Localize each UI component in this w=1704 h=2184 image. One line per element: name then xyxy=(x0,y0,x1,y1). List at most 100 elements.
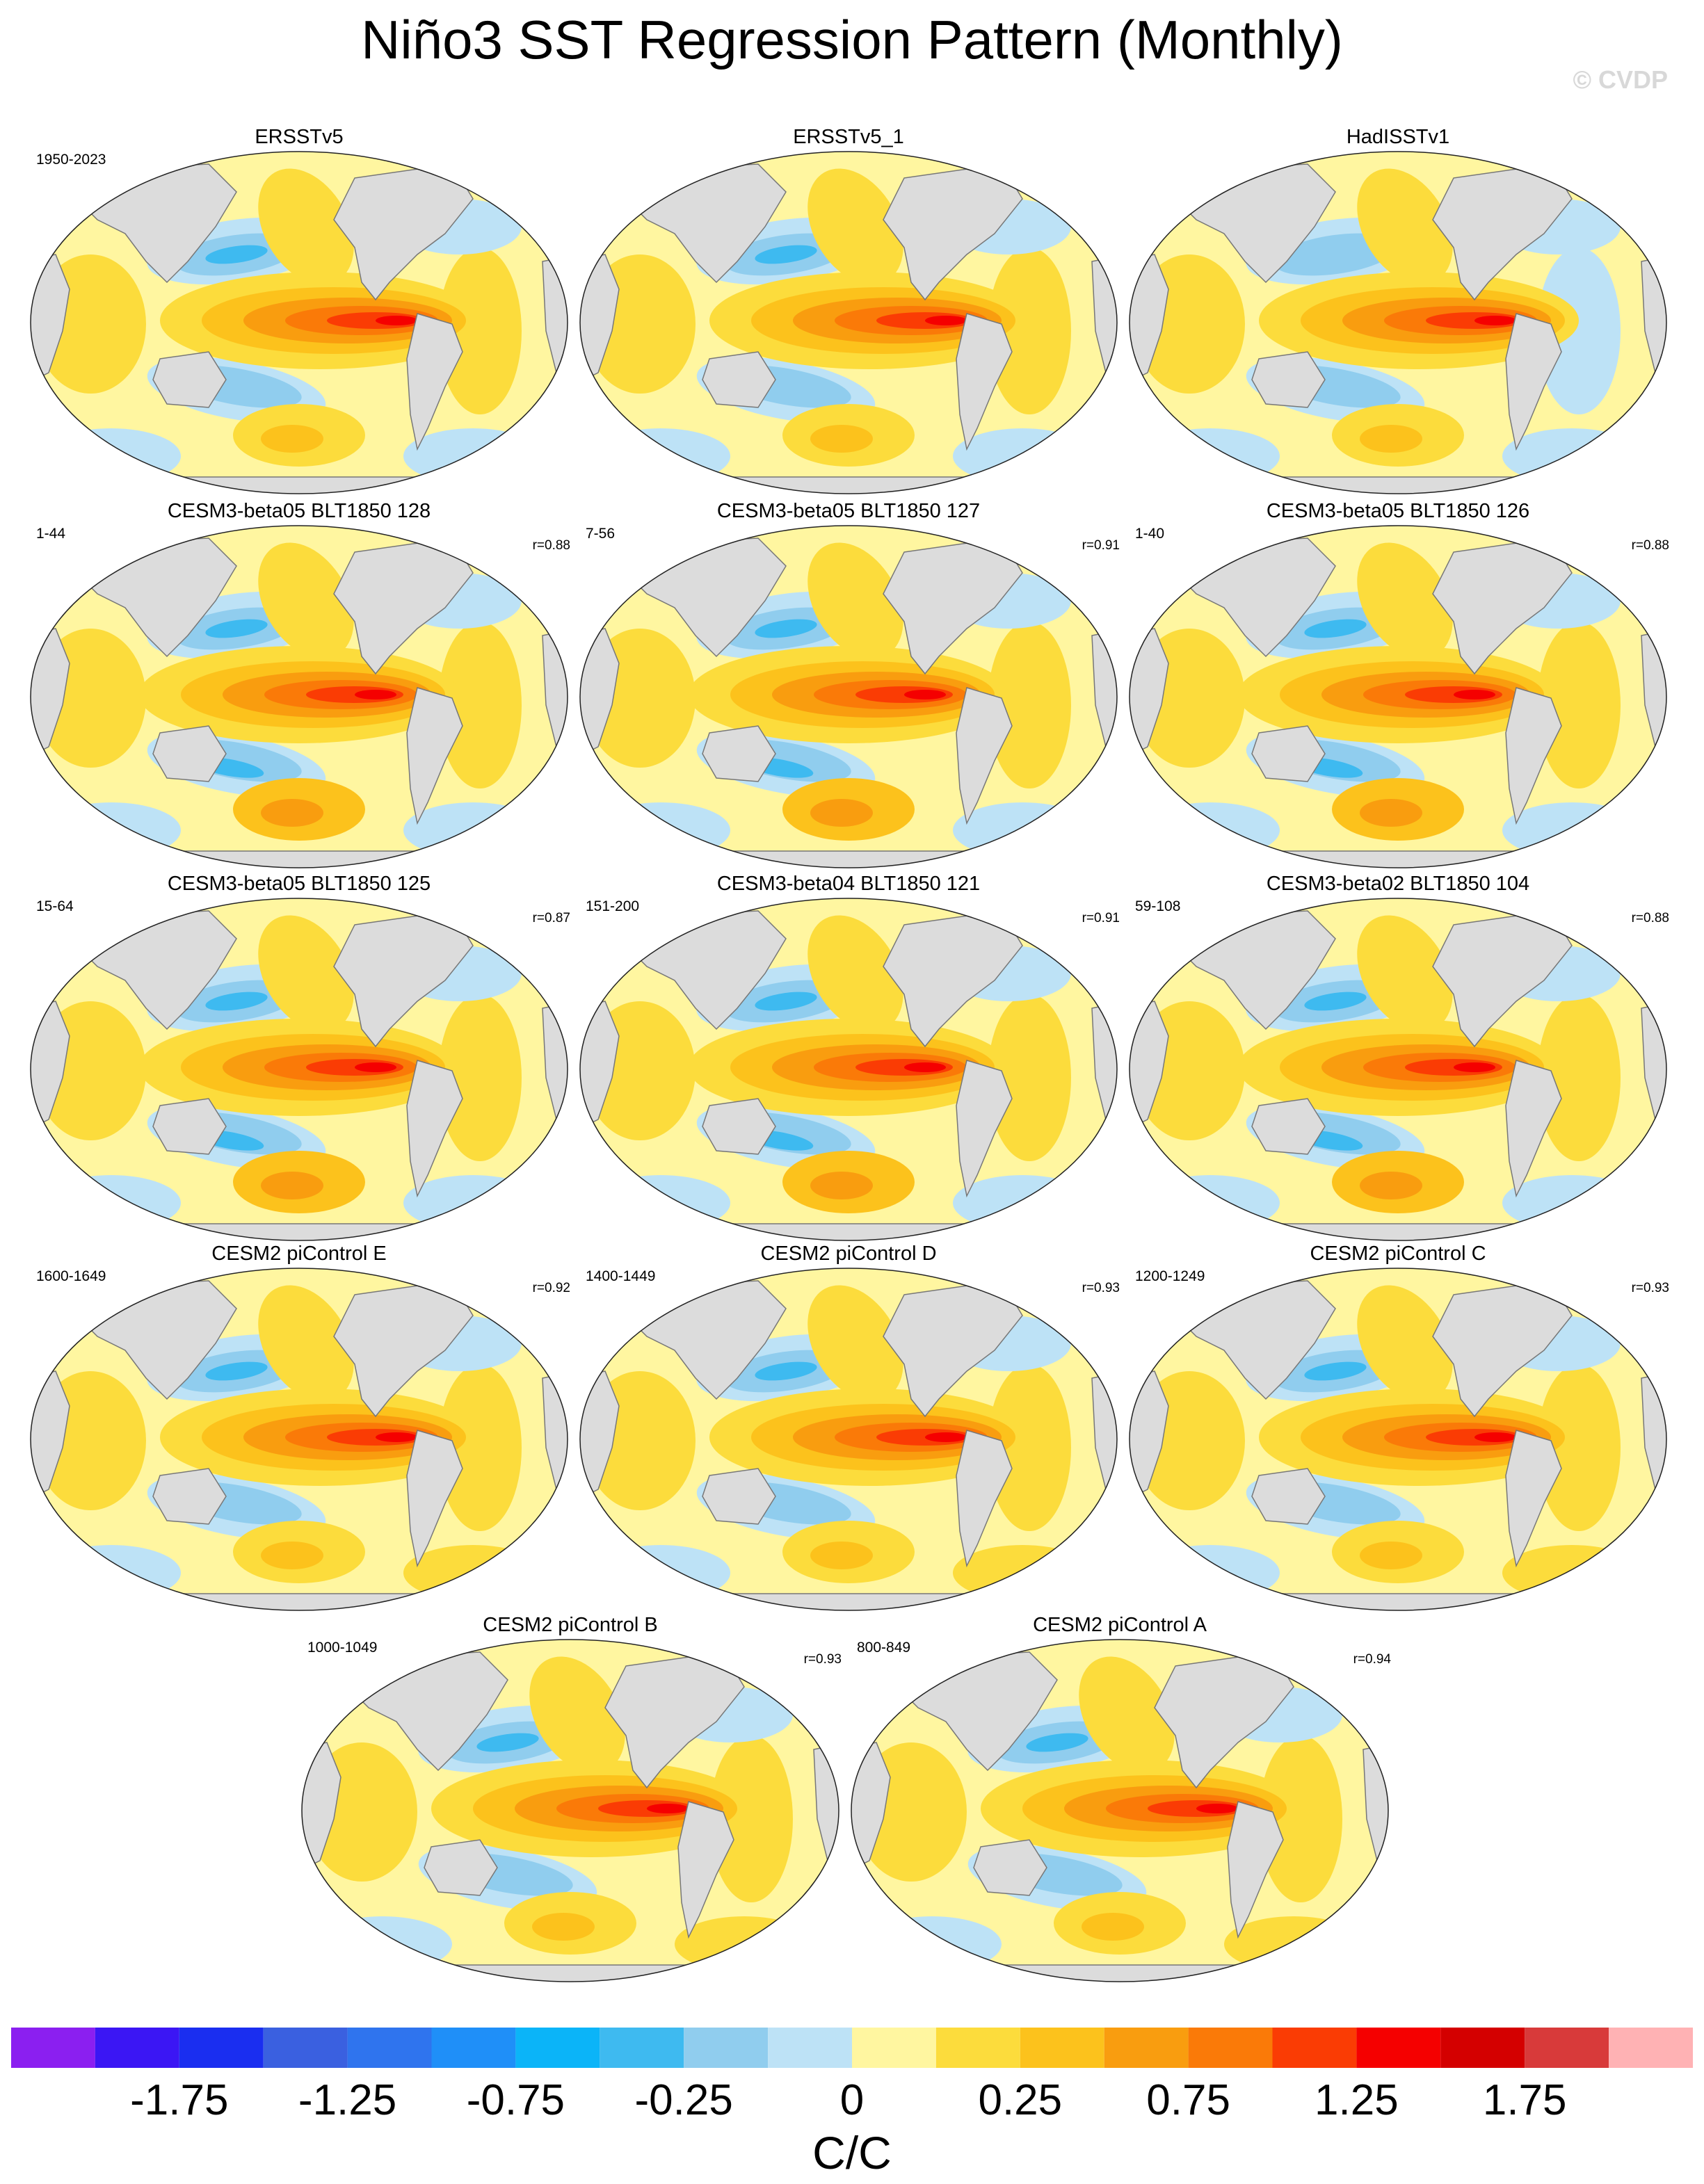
sst-field xyxy=(302,1640,839,1982)
sst-field xyxy=(1130,152,1666,494)
map-panel: ERSSTv5_1 xyxy=(577,125,1120,495)
colorbar-swatch xyxy=(1272,2028,1357,2068)
pattern-correlation: r=0.88 xyxy=(1631,538,1669,553)
regression-map xyxy=(579,151,1118,494)
colorbar-swatch xyxy=(1188,2028,1273,2068)
colorbar-swatch xyxy=(515,2028,600,2068)
colorbar-swatch xyxy=(1525,2028,1609,2068)
panel-title: CESM2 piControl E xyxy=(211,1243,387,1265)
map-panel: CESM3-beta05 BLT1850 125 15-64 r=0.87 xyxy=(28,872,570,1242)
colorbar-swatch xyxy=(1020,2028,1104,2068)
colorbar-swatch xyxy=(95,2028,179,2068)
pattern-correlation: r=0.93 xyxy=(803,1652,842,1667)
map-panel: HadISSTv1 xyxy=(1127,125,1669,495)
panel-title: CESM3-beta05 BLT1850 128 xyxy=(167,500,431,522)
sst-field xyxy=(580,898,1117,1240)
sst-field xyxy=(31,526,568,868)
colorbar-swatch xyxy=(852,2028,936,2068)
panel-period: 1600-1649 xyxy=(36,1268,106,1284)
figure-title: Niño3 SST Regression Pattern (Monthly) xyxy=(361,9,1343,70)
panel-title: CESM3-beta05 BLT1850 127 xyxy=(716,500,981,522)
map-panel: CESM2 piControl A 800-849 r=0.94 xyxy=(849,1613,1391,1983)
colorbar-units: C/C xyxy=(812,2127,892,2178)
panel-period: 15-64 xyxy=(36,898,74,914)
colorbar-tick-label: 0 xyxy=(839,2076,865,2124)
colorbar-tick-label: 1.25 xyxy=(1315,2076,1399,2124)
pattern-correlation: r=0.93 xyxy=(1082,1281,1120,1295)
colorbar-swatch xyxy=(684,2028,769,2068)
colorbar-swatch xyxy=(1356,2028,1441,2068)
panel-title: CESM3-beta02 BLT1850 104 xyxy=(1266,873,1530,895)
map-panel: CESM2 piControl D 1400-1449 r=0.93 xyxy=(577,1242,1120,1612)
panel-period: 1-44 xyxy=(36,526,66,542)
panel-title: ERSSTv5_1 xyxy=(793,126,904,148)
pattern-correlation: r=0.88 xyxy=(532,538,570,553)
colorbar-swatch xyxy=(431,2028,516,2068)
regression-map xyxy=(1129,898,1667,1241)
sst-field xyxy=(851,1640,1388,1982)
panel-period: 1000-1049 xyxy=(307,1640,378,1656)
colorbar-swatch xyxy=(768,2028,852,2068)
colorbar-swatch xyxy=(1104,2028,1189,2068)
map-panel: CESM3-beta05 BLT1850 126 1-40 r=0.88 xyxy=(1127,499,1669,869)
panel-period: 151-200 xyxy=(586,898,640,914)
regression-map xyxy=(579,525,1118,868)
cvdp-watermark: © CVDP xyxy=(1573,65,1668,94)
regression-map xyxy=(30,898,568,1241)
sst-field xyxy=(580,1268,1117,1610)
colorbar-swatch xyxy=(1440,2028,1525,2068)
map-panel: CESM3-beta05 BLT1850 127 7-56 r=0.91 xyxy=(577,499,1120,869)
panel-period: 1400-1449 xyxy=(586,1268,656,1284)
panel-title: CESM2 piControl B xyxy=(483,1614,658,1636)
map-panel: CESM2 piControl E 1600-1649 r=0.92 xyxy=(28,1242,570,1612)
map-panel: CESM3-beta04 BLT1850 121 151-200 r=0.91 xyxy=(577,872,1120,1242)
pattern-correlation: r=0.94 xyxy=(1353,1652,1391,1667)
regression-map xyxy=(30,1268,568,1611)
colorbar-tick-label: -1.25 xyxy=(298,2076,397,2124)
panel-title: CESM2 piControl C xyxy=(1310,1243,1486,1265)
map-panel: CESM3-beta05 BLT1850 128 1-44 r=0.88 xyxy=(28,499,570,869)
pattern-correlation: r=0.87 xyxy=(532,911,570,925)
colorbar-tick-label: -0.75 xyxy=(466,2076,565,2124)
panel-period: 1950-2023 xyxy=(36,152,106,168)
panel-title: CESM3-beta05 BLT1850 125 xyxy=(167,873,431,895)
panel-period: 1200-1249 xyxy=(1135,1268,1205,1284)
colorbar-swatch xyxy=(263,2028,348,2068)
regression-map xyxy=(579,898,1118,1241)
sst-field xyxy=(1130,898,1666,1240)
colorbar-swatch xyxy=(935,2028,1020,2068)
colorbar-swatch xyxy=(600,2028,684,2068)
colorbar-swatch xyxy=(11,2028,95,2068)
regression-map xyxy=(1129,151,1667,494)
colorbar-tick-label: 0.25 xyxy=(978,2076,1063,2124)
colorbar-tick-label: -1.75 xyxy=(130,2076,229,2124)
regression-map xyxy=(1129,525,1667,868)
map-panel: CESM3-beta02 BLT1850 104 59-108 r=0.88 xyxy=(1127,872,1669,1242)
panel-period: 7-56 xyxy=(586,526,616,542)
pattern-correlation: r=0.88 xyxy=(1631,911,1669,925)
panel-period: 59-108 xyxy=(1135,898,1181,914)
regression-map xyxy=(30,151,568,494)
panel-title: CESM2 piControl D xyxy=(760,1243,937,1265)
pattern-correlation: r=0.92 xyxy=(532,1281,570,1295)
map-panel: CESM2 piControl C 1200-1249 r=0.93 xyxy=(1127,1242,1669,1612)
colorbar-swatch xyxy=(347,2028,432,2068)
panel-title: HadISSTv1 xyxy=(1346,126,1450,148)
regression-map xyxy=(579,1268,1118,1611)
colorbar-tick-label: 1.75 xyxy=(1482,2076,1567,2124)
map-panel: ERSSTv5 1950-2023 xyxy=(28,125,570,495)
panel-title: CESM2 piControl A xyxy=(1033,1614,1207,1636)
panel-title: CESM3-beta04 BLT1850 121 xyxy=(716,873,981,895)
colorbar-tick-label: 0.75 xyxy=(1146,2076,1230,2124)
panel-period: 800-849 xyxy=(857,1640,911,1656)
pattern-correlation: r=0.93 xyxy=(1631,1281,1669,1295)
sst-field xyxy=(31,1268,568,1610)
panel-period: 1-40 xyxy=(1135,526,1165,542)
pattern-correlation: r=0.91 xyxy=(1082,911,1120,925)
panel-title: ERSSTv5 xyxy=(255,126,344,148)
colorbar xyxy=(11,2028,1693,2068)
regression-map xyxy=(30,525,568,868)
colorbar-swatch xyxy=(1609,2028,1693,2068)
regression-map xyxy=(301,1639,839,1982)
pattern-correlation: r=0.91 xyxy=(1082,538,1120,553)
